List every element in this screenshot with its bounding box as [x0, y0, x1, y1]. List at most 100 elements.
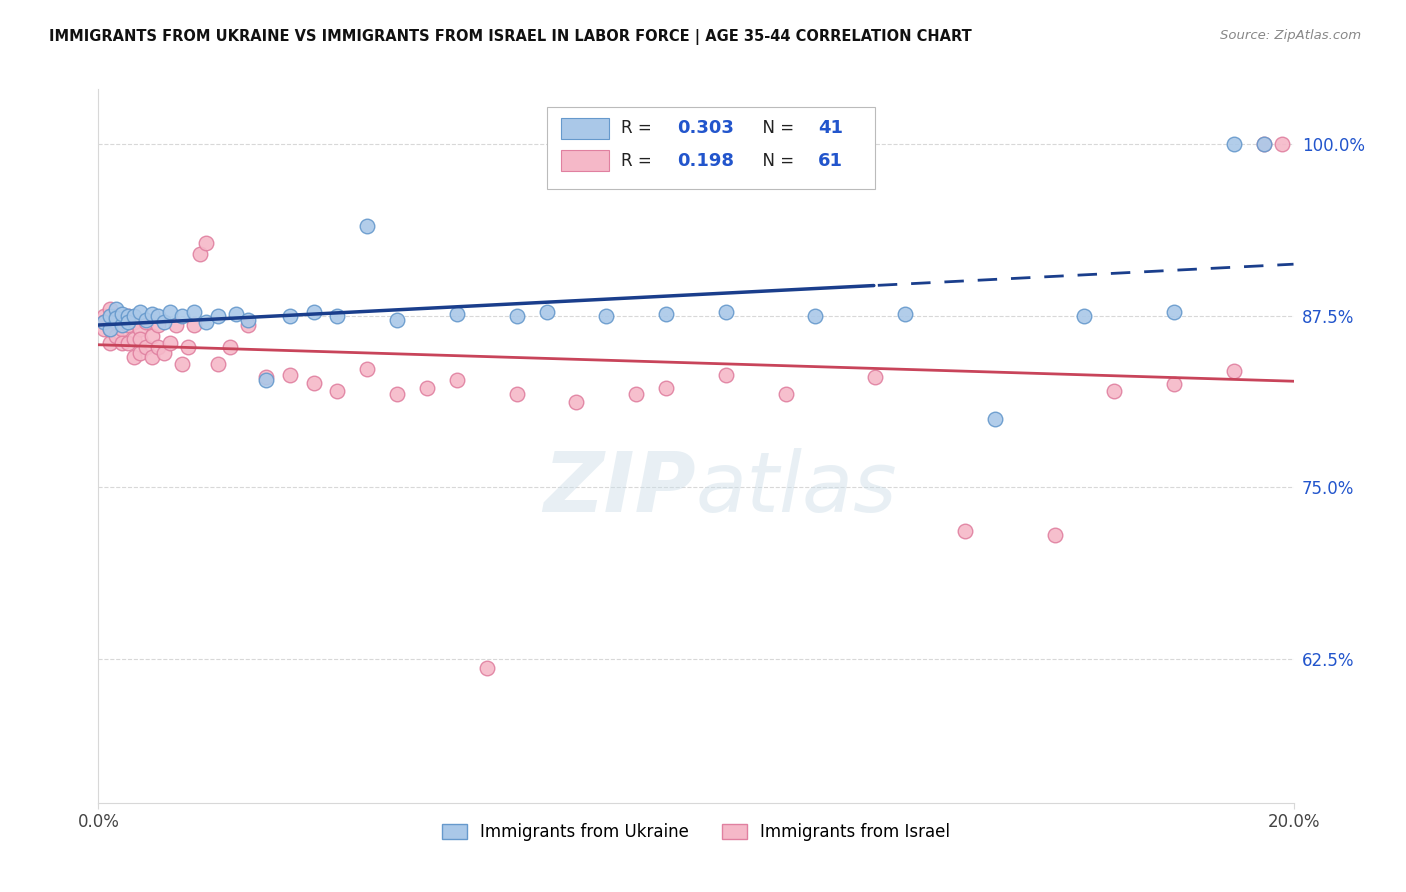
Point — [153, 316, 176, 330]
Text: 41: 41 — [818, 120, 842, 137]
Point — [416, 381, 439, 395]
FancyBboxPatch shape — [547, 107, 876, 189]
Point — [475, 661, 498, 675]
Point — [172, 309, 194, 323]
Point — [172, 357, 194, 371]
Point — [1223, 137, 1246, 152]
Point — [655, 307, 678, 321]
FancyBboxPatch shape — [561, 118, 609, 139]
Point — [326, 384, 349, 398]
Point — [188, 247, 211, 261]
Point — [105, 311, 128, 326]
Point — [148, 309, 170, 323]
Text: R =: R = — [620, 152, 657, 169]
Point — [1043, 528, 1066, 542]
Point — [655, 381, 678, 395]
Point — [953, 524, 976, 538]
Point — [124, 332, 146, 346]
Point — [195, 235, 218, 250]
Point — [446, 307, 468, 321]
Point — [135, 316, 157, 330]
Point — [117, 336, 139, 351]
Point — [207, 309, 229, 323]
Point — [219, 340, 242, 354]
Point — [804, 309, 827, 323]
Text: IMMIGRANTS FROM UKRAINE VS IMMIGRANTS FROM ISRAEL IN LABOR FORCE | AGE 35-44 COR: IMMIGRANTS FROM UKRAINE VS IMMIGRANTS FR… — [49, 29, 972, 45]
Point — [1253, 137, 1275, 152]
Point — [98, 301, 122, 316]
Point — [135, 340, 157, 354]
Point — [565, 395, 588, 409]
Point — [236, 312, 259, 326]
Text: ZIP: ZIP — [543, 449, 696, 529]
Text: 61: 61 — [818, 152, 842, 169]
Point — [129, 322, 152, 336]
Text: N =: N = — [752, 152, 800, 169]
Point — [117, 318, 139, 333]
Point — [714, 368, 737, 382]
Point — [148, 340, 170, 354]
Point — [98, 322, 122, 336]
Point — [93, 322, 115, 336]
Text: 0.198: 0.198 — [676, 152, 734, 169]
Legend: Immigrants from Ukraine, Immigrants from Israel: Immigrants from Ukraine, Immigrants from… — [434, 817, 957, 848]
Point — [278, 309, 301, 323]
Point — [129, 345, 152, 359]
Point — [124, 350, 146, 364]
Point — [177, 340, 200, 354]
Point — [1104, 384, 1126, 398]
Point — [165, 318, 187, 333]
Point — [129, 332, 152, 346]
Point — [93, 316, 115, 330]
Point — [117, 309, 139, 323]
Point — [195, 316, 218, 330]
Point — [124, 309, 146, 323]
Point — [894, 307, 917, 321]
Point — [98, 336, 122, 351]
Text: R =: R = — [620, 120, 657, 137]
Point — [117, 309, 139, 323]
Text: atlas: atlas — [696, 449, 897, 529]
Point — [1223, 363, 1246, 377]
Point — [236, 318, 259, 333]
Point — [105, 301, 128, 316]
Point — [111, 336, 134, 351]
Point — [153, 345, 176, 359]
Point — [141, 307, 163, 321]
Point — [385, 387, 409, 401]
FancyBboxPatch shape — [561, 150, 609, 171]
Point — [595, 309, 617, 323]
Point — [385, 312, 409, 326]
Point — [93, 309, 115, 323]
Point — [183, 304, 205, 318]
Point — [207, 357, 229, 371]
Point — [714, 304, 737, 318]
Point — [98, 309, 122, 323]
Point — [356, 362, 378, 376]
Point — [159, 304, 181, 318]
Point — [356, 219, 378, 234]
Point — [93, 316, 115, 330]
Text: 0.303: 0.303 — [676, 120, 734, 137]
Text: Source: ZipAtlas.com: Source: ZipAtlas.com — [1220, 29, 1361, 43]
Point — [506, 309, 529, 323]
Point — [111, 312, 134, 326]
Point — [129, 304, 152, 318]
Point — [124, 316, 146, 330]
Point — [183, 318, 205, 333]
Point — [141, 350, 163, 364]
Point — [225, 307, 247, 321]
Point — [536, 304, 558, 318]
Point — [105, 309, 128, 323]
Point — [135, 312, 157, 326]
Point — [98, 322, 122, 336]
Point — [111, 307, 134, 321]
Point — [775, 387, 797, 401]
Point — [105, 316, 128, 330]
Point — [117, 316, 139, 330]
Point — [111, 318, 134, 333]
Point — [984, 411, 1007, 425]
Point — [1163, 304, 1185, 318]
Point — [105, 329, 128, 343]
Point — [254, 373, 277, 387]
